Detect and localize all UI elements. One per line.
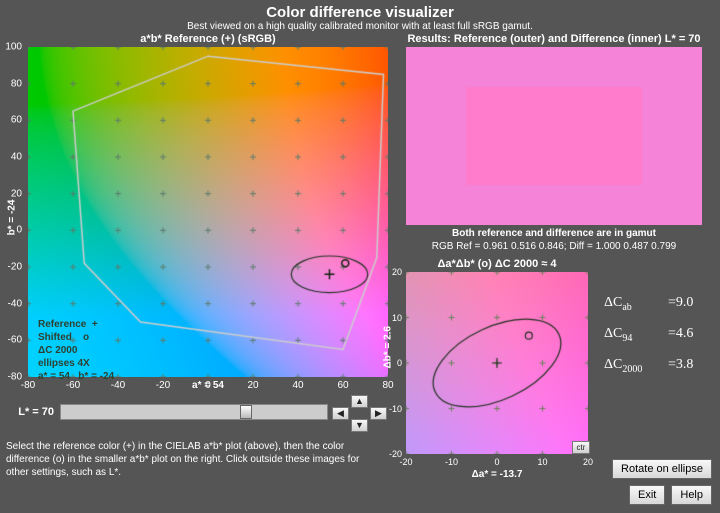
dc-94-value: 4.6 [676, 321, 694, 347]
detail-plot-title: Δa*Δb* (o) ΔC 2000 ≈ 4 [406, 258, 588, 270]
main-x-axis: a* = 54 -80-60-40-20020406080 [28, 380, 388, 396]
rotate-button[interactable]: Rotate on ellipse [612, 459, 712, 479]
dpad-up[interactable]: ▲ [351, 395, 368, 408]
results-title: Results: Reference (outer) and Differenc… [406, 33, 702, 45]
page-subtitle: Best viewed on a high quality calibrated… [0, 21, 720, 32]
dc-ab-value: 9.0 [676, 290, 694, 316]
reference-swatch [406, 47, 702, 225]
exit-button[interactable]: Exit [629, 485, 665, 505]
instructions: Select the reference color (+) in the CI… [6, 440, 366, 479]
legend-shift: Shifted o [38, 331, 114, 344]
detail-y-label: Δb* = 2.6 [383, 326, 394, 369]
legend-ref: Reference + [38, 318, 114, 331]
detail-x-label: Δa* = -13.7 [472, 469, 523, 480]
plot-legend: Reference + Shifted o ΔC 2000 ellipses 4… [38, 318, 114, 383]
help-button[interactable]: Help [671, 485, 712, 505]
dpad-left[interactable]: ◀ [332, 407, 349, 420]
l-slider-row: L* = 70 [0, 403, 388, 421]
button-column: Rotate on ellipse Exit Help [612, 459, 712, 505]
l-slider-thumb[interactable] [240, 405, 252, 419]
header: Color difference visualizer Best viewed … [0, 0, 720, 34]
dpad-down[interactable]: ▼ [351, 419, 368, 432]
main-plot-title: a*b* Reference (+) (sRGB) [28, 33, 388, 45]
main-y-axis: b* = -24 -80-60-40-20020406080100 [0, 47, 26, 377]
legend-ell: ellipses 4X [38, 357, 114, 370]
ctr-button[interactable]: ctr [572, 441, 590, 454]
legend-dc: ΔC 2000 [38, 344, 114, 357]
page-title: Color difference visualizer [0, 4, 720, 21]
dpad: ▲ ◀ ▶ ▼ [332, 395, 388, 431]
rgb-values: RGB Ref = 0.961 0.516 0.846; Diff = 1.00… [406, 241, 702, 252]
delta-c-metrics: ΔCab= 9.0 ΔC94= 4.6 ΔC2000= 3.8 [604, 290, 693, 382]
detail-ab-plot[interactable] [406, 272, 588, 454]
l-slider-label: L* = 70 [0, 406, 60, 418]
difference-swatch [466, 87, 642, 185]
gamut-status: Both reference and difference are in gam… [406, 228, 702, 239]
detail-x-axis: Δa* = -13.7 -20-1001020 [406, 457, 588, 487]
dc-2000-value: 3.8 [676, 352, 694, 378]
l-slider[interactable] [60, 404, 328, 420]
